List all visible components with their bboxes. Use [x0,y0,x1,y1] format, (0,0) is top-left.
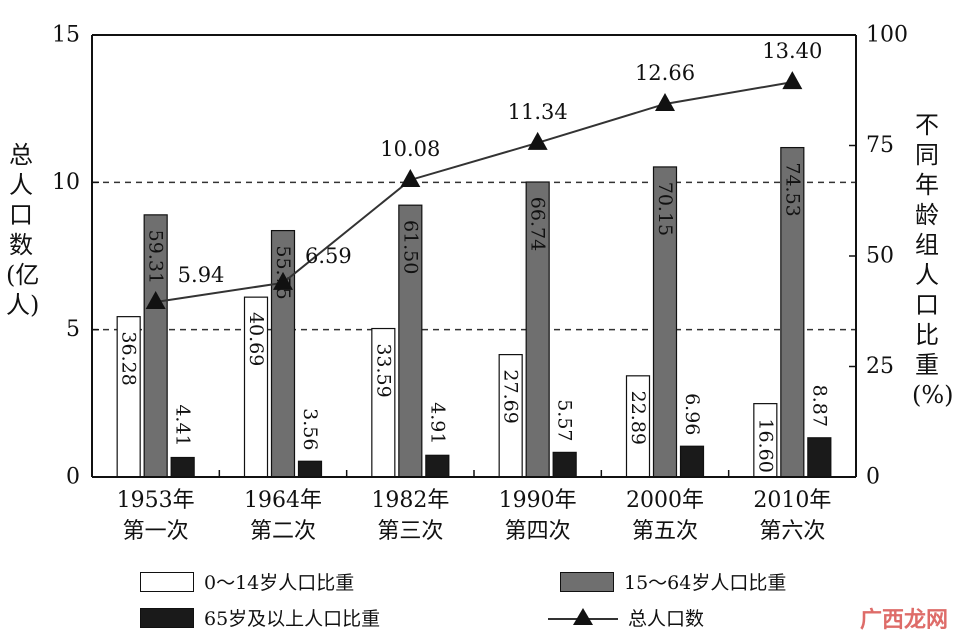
bar-value-label: 6.96 [681,393,703,435]
legend-item-total: 总人口数 [548,604,704,631]
left-axis-label: 总人口数(亿人) [6,140,40,320]
legend-item-15-64: 15～64岁人口比重 [560,568,786,595]
left-tick-label: 0 [66,465,80,490]
left-tick-label: 10 [52,170,80,195]
category-census-label: 第二次 [250,519,316,544]
population-point-triangle [782,71,803,90]
right-tick-label: 50 [866,244,894,269]
bar-65plus [170,456,195,478]
left-tick-label: 5 [66,317,80,342]
category-census-label: 第五次 [632,519,698,544]
population-value-label: 12.66 [635,61,695,85]
legend-label: 65岁及以上人口比重 [204,608,381,630]
population-value-label: 6.59 [305,244,352,268]
gridlines [92,181,856,331]
population-point-triangle [145,290,166,309]
category-census-label: 第一次 [123,519,189,544]
category-year-label: 2000年 [626,488,704,513]
bar-value-label: 70.15 [654,182,676,236]
bar-labels: 36.2840.6933.5927.6922.8916.6059.3155.75… [118,162,831,472]
bar-value-label: 27.69 [500,369,522,423]
category-year-label: 1990年 [499,488,577,513]
population-point-triangle [527,131,548,150]
bar-value-label: 5.57 [554,399,576,441]
bar-65plus [425,454,450,478]
population-value-label: 10.08 [380,137,440,161]
population-polyline [155,81,793,303]
category-year-label: 1953年 [117,488,195,513]
left-tick-label: 15 [52,23,80,48]
bar-65plus [807,437,832,478]
bar-value-label: 3.56 [299,408,321,450]
legend-swatch-white [140,571,194,592]
right-axis-label: 不同年龄组人口比重(%) [912,110,954,410]
population-value-label: 5.94 [178,263,225,287]
bar-value-label: 4.41 [172,404,194,446]
bar-value-label: 66.74 [527,197,549,251]
left-axis-label-text: 总人口数(亿人) [6,141,40,319]
bar-value-label: 59.31 [145,230,167,284]
category-census-label: 第四次 [505,519,571,544]
population-point-triangle [655,92,675,111]
population-value-label: 11.34 [508,100,568,124]
right-axis-label-text: 不同年龄组人口比重(%) [912,111,954,409]
right-tick-label: 75 [866,133,894,158]
bar-value-label: 61.50 [399,220,421,274]
legend-swatch-gray [560,571,614,592]
legend-line-triangle-icon [548,607,618,628]
bar-value-label: 8.87 [808,385,830,427]
population-point-triangle [400,168,421,187]
bar-65plus [679,445,705,478]
bar-65plus [552,451,577,478]
legend-item-0-14: 0～14岁人口比重 [140,568,354,595]
chart-svg: 36.2840.6933.5927.6922.8916.6059.3155.75… [52,23,908,545]
legend-label: 15～64岁人口比重 [624,572,787,594]
right-tick-label: 100 [866,23,908,48]
tick-labels: 0 5 10 15 0 25 50 75 100 [52,23,908,490]
legend-label: 0～14岁人口比重 [204,572,355,594]
category-year-label: 2010年 [753,488,831,513]
bar-value-label: 4.91 [426,402,448,444]
bar-value-label: 22.89 [627,391,649,445]
bar-value-label: 74.53 [781,162,803,216]
bar-65plus [297,460,323,478]
category-census-label: 第六次 [759,519,825,544]
bar-value-label: 33.59 [372,343,394,397]
category-year-label: 1982年 [371,488,449,513]
watermark: 广西龙网 [859,608,948,633]
right-tick-label: 25 [866,354,894,379]
category-census-label: 第三次 [377,519,443,544]
population-value-label: 13.40 [762,39,822,63]
legend-item-65plus: 65岁及以上人口比重 [140,604,380,631]
population-point-triangle [273,271,293,290]
bars [116,146,832,478]
bar-value-label: 36.28 [118,331,140,385]
axes [91,34,857,478]
legend-swatch-black [140,607,194,628]
bar-value-label: 16.60 [754,418,776,472]
category-year-label: 1964年 [244,488,322,513]
legend-label: 总人口数 [628,608,705,630]
total-population-line: 5.94 6.59 10.08 11.34 12.66 13.40 [145,39,822,309]
bar-value-label: 40.69 [245,312,267,366]
right-tick-label: 0 [866,465,880,490]
legend: 0～14岁人口比重 15～64岁人口比重 65岁及以上人口比重 总人口数 [0,560,960,640]
